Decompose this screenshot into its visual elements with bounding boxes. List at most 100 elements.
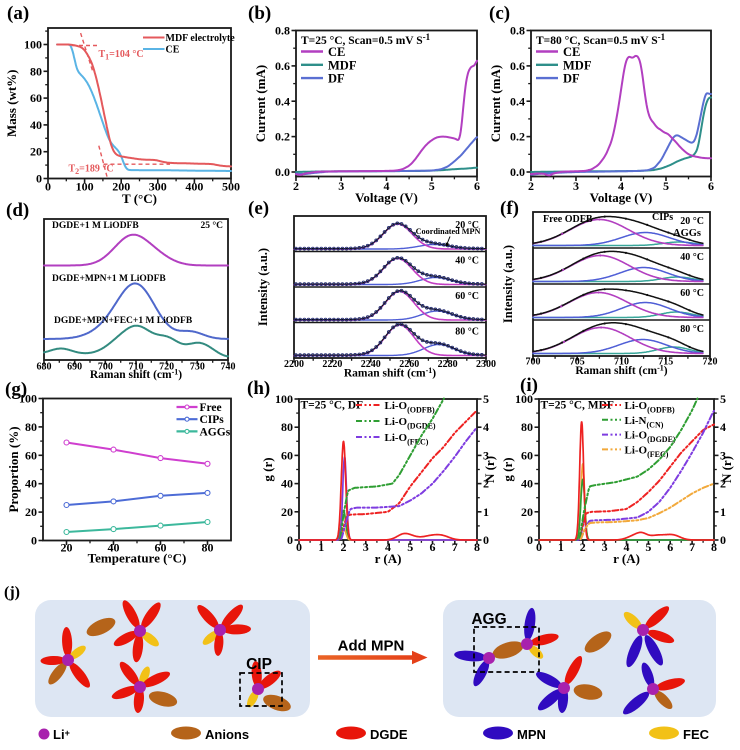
svg-text:Voltage (V): Voltage (V) [590, 190, 653, 205]
svg-text:2200: 2200 [284, 359, 304, 370]
svg-text:2: 2 [528, 179, 534, 193]
svg-text:400: 400 [185, 180, 203, 194]
svg-text:T=80 °C, Scan=0.5 mV S-1: T=80 °C, Scan=0.5 mV S-1 [536, 32, 666, 47]
svg-text:60: 60 [281, 448, 293, 462]
svg-text:80 °C: 80 °C [455, 327, 479, 338]
svg-text:CE: CE [563, 45, 580, 59]
svg-text:2220: 2220 [322, 359, 342, 370]
svg-text:T2=189 °C: T2=189 °C [69, 164, 114, 177]
svg-text:100: 100 [24, 38, 42, 52]
svg-text:80 °C: 80 °C [680, 324, 704, 335]
svg-text:CE: CE [166, 45, 180, 56]
svg-text:4: 4 [720, 420, 726, 434]
svg-text:CIP: CIP [246, 656, 272, 673]
svg-text:DGDE+MPN+FEC+1 M LiODFB: DGDE+MPN+FEC+1 M LiODFB [54, 316, 193, 326]
svg-text:Proportion (%): Proportion (%) [6, 426, 21, 512]
svg-text:710: 710 [614, 357, 629, 368]
svg-text:MDF electrolyte: MDF electrolyte [166, 33, 236, 44]
svg-text:4: 4 [483, 420, 489, 434]
svg-text:(i): (i) [520, 375, 538, 396]
svg-text:0.2: 0.2 [510, 130, 525, 144]
svg-text:(j): (j) [4, 584, 20, 601]
svg-text:3: 3 [602, 540, 608, 554]
svg-text:3: 3 [338, 179, 344, 193]
svg-text:2: 2 [720, 477, 726, 491]
svg-text:T=25 °C, DF: T=25 °C, DF [301, 400, 364, 412]
svg-text:80: 80 [30, 64, 42, 78]
svg-text:60: 60 [25, 448, 37, 462]
svg-text:7: 7 [689, 540, 695, 554]
svg-text:0.6: 0.6 [510, 59, 525, 73]
svg-text:20: 20 [30, 145, 42, 159]
svg-text:4: 4 [385, 540, 391, 554]
svg-text:40 °C: 40 °C [455, 256, 479, 267]
svg-text:0: 0 [296, 540, 302, 554]
svg-text:0.0: 0.0 [510, 165, 525, 179]
svg-text:80: 80 [202, 541, 214, 555]
svg-text:MDF: MDF [328, 58, 357, 72]
svg-text:1: 1 [720, 505, 726, 519]
svg-text:720: 720 [159, 362, 174, 373]
svg-text:(a): (a) [7, 3, 29, 24]
svg-text:Raman shift (cm-1): Raman shift (cm-1) [575, 364, 667, 378]
svg-text:3: 3 [483, 448, 489, 462]
svg-text:DF: DF [563, 72, 580, 86]
svg-text:0.8: 0.8 [275, 24, 290, 38]
svg-text:720: 720 [703, 357, 718, 368]
svg-text:60 °C: 60 °C [455, 291, 479, 302]
svg-text:60: 60 [155, 541, 167, 555]
svg-text:740: 740 [221, 362, 236, 373]
svg-text:(d): (d) [6, 200, 29, 221]
svg-text:60: 60 [30, 91, 42, 105]
svg-text:5: 5 [645, 540, 651, 554]
svg-text:AGGs: AGGs [673, 228, 701, 239]
svg-text:690: 690 [67, 362, 82, 373]
svg-text:500: 500 [222, 180, 240, 194]
svg-text:0.0: 0.0 [275, 165, 290, 179]
svg-text:710: 710 [129, 362, 144, 373]
svg-text:T (°C): T (°C) [122, 191, 157, 206]
svg-text:(h): (h) [247, 378, 270, 399]
svg-text:100: 100 [76, 180, 94, 194]
svg-text:(b): (b) [248, 3, 271, 24]
svg-text:60 °C: 60 °C [680, 288, 704, 299]
svg-text:Add MPN: Add MPN [338, 638, 405, 655]
svg-text:6: 6 [430, 540, 436, 554]
svg-text:AGGs: AGGs [200, 426, 231, 438]
svg-text:Intensity (a.u.): Intensity (a.u.) [256, 248, 270, 326]
svg-text:40: 40 [281, 477, 293, 491]
svg-text:Raman shift (cm-1): Raman shift (cm-1) [344, 366, 436, 380]
svg-text:Free ODFB: Free ODFB [543, 214, 593, 225]
svg-text:(g): (g) [5, 379, 27, 400]
svg-text:3: 3 [573, 179, 579, 193]
svg-text:(c): (c) [489, 3, 510, 24]
svg-text:Intensity (a.u.): Intensity (a.u.) [501, 245, 515, 323]
svg-text:CIPs: CIPs [200, 414, 225, 426]
svg-text:2280: 2280 [438, 359, 458, 370]
svg-text:CE: CE [328, 45, 345, 59]
svg-text:2: 2 [580, 540, 586, 554]
svg-text:Coordinated MPN: Coordinated MPN [416, 227, 481, 236]
svg-text:1: 1 [558, 540, 564, 554]
svg-text:8: 8 [474, 540, 480, 554]
svg-text:6: 6 [474, 179, 480, 193]
svg-text:Anions: Anions [205, 727, 249, 742]
svg-text:r (A): r (A) [375, 551, 402, 566]
svg-text:5: 5 [407, 540, 413, 554]
svg-text:730: 730 [190, 362, 205, 373]
svg-text:0.4: 0.4 [275, 94, 290, 108]
svg-text:2: 2 [483, 477, 489, 491]
svg-text:0.2: 0.2 [275, 130, 290, 144]
svg-text:715: 715 [658, 357, 673, 368]
svg-text:1: 1 [318, 540, 324, 554]
svg-text:20: 20 [61, 541, 73, 555]
svg-text:20: 20 [25, 505, 37, 519]
svg-text:5: 5 [429, 179, 435, 193]
svg-text:0.6: 0.6 [275, 59, 290, 73]
svg-text:80: 80 [521, 420, 533, 434]
svg-text:DGDE+MPN+1 M LiODFB: DGDE+MPN+1 M LiODFB [52, 274, 166, 284]
svg-text:DGDE: DGDE [370, 727, 408, 742]
svg-text:Current (mA): Current (mA) [253, 65, 268, 142]
svg-text:Voltage (V): Voltage (V) [355, 190, 418, 205]
svg-text:0: 0 [527, 533, 533, 547]
